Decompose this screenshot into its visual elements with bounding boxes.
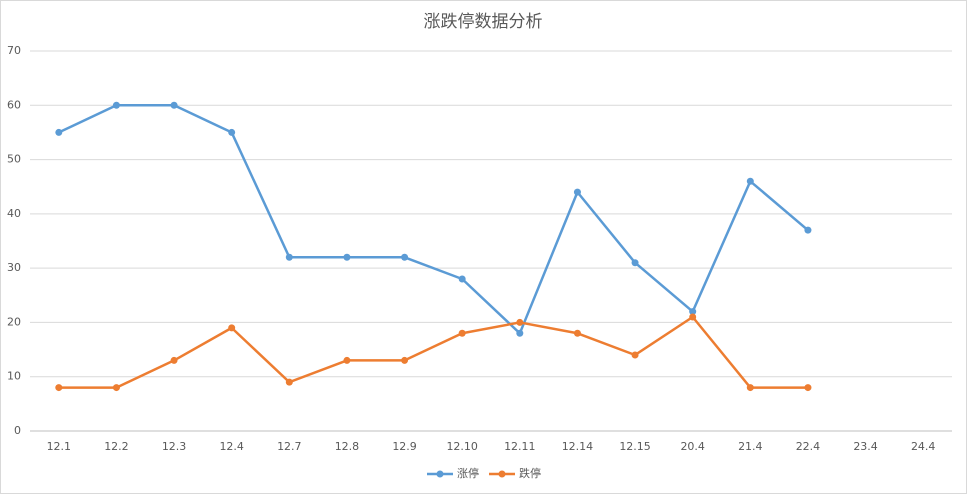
x-tick-label: 12.7: [277, 440, 302, 453]
point: [689, 308, 697, 316]
x-tick-label: 12.14: [562, 440, 594, 453]
point: [746, 177, 754, 185]
point: [573, 188, 581, 196]
y-tick-label: 40: [7, 207, 21, 220]
point: [55, 128, 63, 136]
x-tick-label: 12.9: [392, 440, 417, 453]
x-tick-label: 12.11: [504, 440, 536, 453]
y-tick-label: 10: [7, 370, 21, 383]
x-tick-label: 12.4: [219, 440, 244, 453]
point: [804, 226, 812, 234]
point: [285, 253, 293, 261]
point: [458, 329, 466, 337]
y-tick-label: 0: [14, 424, 21, 437]
point: [631, 259, 639, 267]
point: [343, 253, 351, 261]
point: [170, 101, 178, 109]
legend-marker: [436, 470, 444, 478]
point: [804, 384, 812, 392]
legend-label: 跌停: [519, 466, 541, 480]
y-tick-label: 70: [7, 44, 21, 57]
x-tick-label: 12.1: [47, 440, 72, 453]
x-tick-label: 20.4: [680, 440, 705, 453]
x-tick-label: 22.4: [796, 440, 821, 453]
point: [458, 275, 466, 283]
point: [401, 253, 409, 261]
point: [631, 351, 639, 359]
x-tick-label: 12.2: [104, 440, 129, 453]
point: [401, 356, 409, 364]
y-tick-label: 30: [7, 261, 21, 274]
point: [689, 313, 697, 321]
legend-marker: [498, 470, 506, 478]
point: [285, 378, 293, 386]
point: [170, 356, 178, 364]
point: [112, 101, 120, 109]
point: [55, 384, 63, 392]
point: [746, 384, 754, 392]
chart-title: 涨跌停数据分析: [424, 12, 543, 32]
legend-label: 涨停: [457, 466, 479, 480]
y-tick-label: 60: [7, 98, 21, 111]
x-tick-label: 24.4: [911, 440, 936, 453]
point: [343, 356, 351, 364]
x-tick-label: 23.4: [853, 440, 878, 453]
x-tick-label: 21.4: [738, 440, 763, 453]
x-tick-label: 12.3: [162, 440, 187, 453]
y-tick-label: 50: [7, 153, 21, 166]
point: [112, 384, 120, 392]
series-line: [58, 315, 808, 389]
point: [516, 329, 524, 337]
series-line: [58, 104, 809, 335]
point: [573, 329, 581, 337]
x-tick-label: 12.10: [446, 440, 478, 453]
y-tick-label: 20: [7, 315, 21, 328]
point: [516, 318, 524, 326]
point: [228, 128, 236, 136]
point: [228, 324, 236, 332]
x-tick-label: 12.8: [335, 440, 360, 453]
x-tick-label: 12.15: [619, 440, 651, 453]
